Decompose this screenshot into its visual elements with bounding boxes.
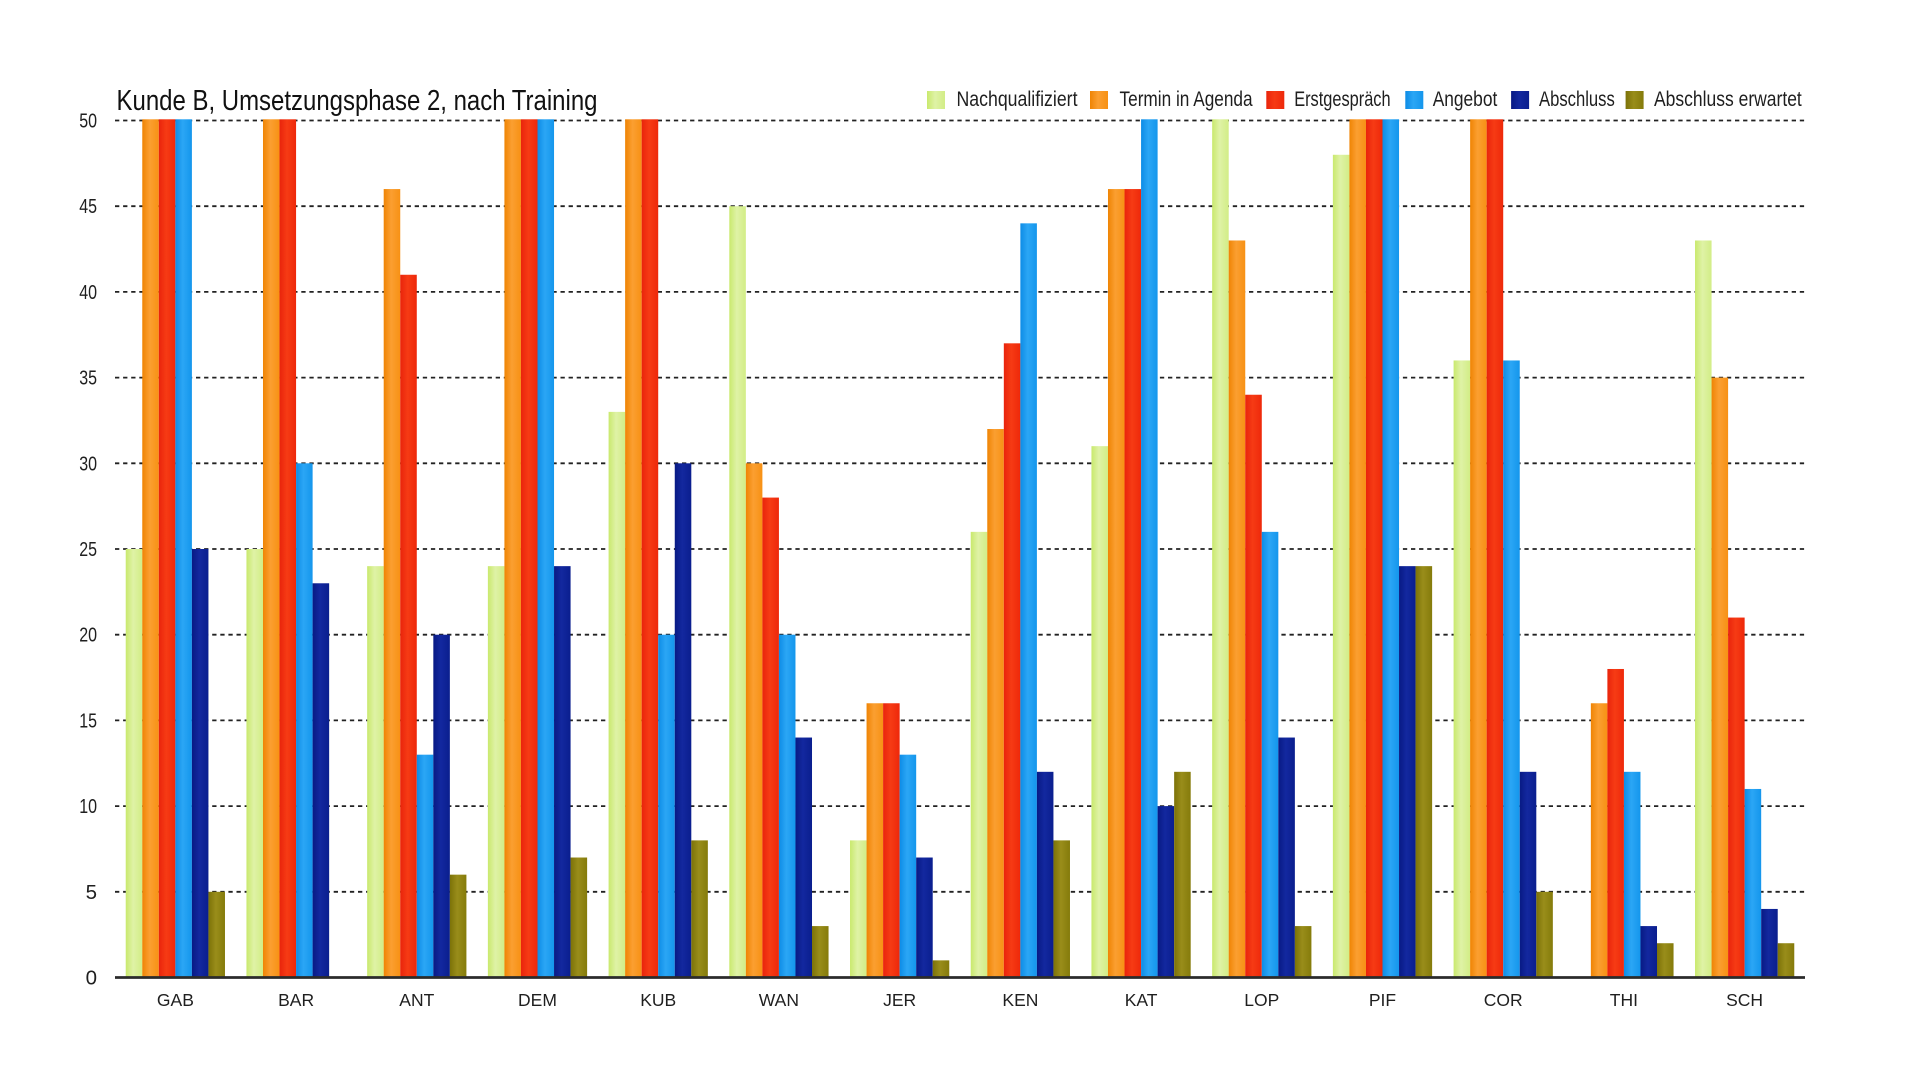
svg-text:Angebot: Angebot — [1433, 88, 1498, 111]
svg-text:40: 40 — [79, 281, 97, 304]
svg-text:45: 45 — [79, 195, 97, 218]
svg-text:30: 30 — [79, 452, 97, 475]
svg-text:0: 0 — [86, 967, 97, 990]
svg-text:PIF: PIF — [1369, 990, 1396, 1010]
svg-text:50: 50 — [79, 110, 97, 133]
svg-text:20: 20 — [79, 624, 97, 647]
svg-text:Termin in Agenda: Termin in Agenda — [1120, 88, 1253, 111]
svg-text:COR: COR — [1484, 990, 1523, 1010]
svg-text:25: 25 — [79, 538, 97, 561]
svg-text:LOP: LOP — [1244, 990, 1279, 1010]
svg-text:KUB: KUB — [640, 990, 676, 1010]
svg-text:35: 35 — [79, 367, 97, 390]
svg-text:KAT: KAT — [1125, 990, 1158, 1010]
svg-text:15: 15 — [79, 709, 97, 732]
svg-text:Nachqualifiziert: Nachqualifiziert — [957, 88, 1078, 111]
svg-text:KEN: KEN — [1002, 990, 1038, 1010]
svg-text:Erstgespräch: Erstgespräch — [1294, 88, 1390, 111]
svg-text:DEM: DEM — [518, 990, 557, 1010]
svg-text:Abschluss erwartet: Abschluss erwartet — [1654, 88, 1802, 111]
svg-text:Abschluss: Abschluss — [1539, 88, 1615, 111]
svg-text:GAB: GAB — [157, 990, 194, 1010]
svg-text:Kunde B, Umsetzungsphase 2, na: Kunde B, Umsetzungsphase 2, nach Trainin… — [117, 85, 598, 117]
svg-text:THI: THI — [1610, 990, 1638, 1010]
svg-text:ANT: ANT — [399, 990, 434, 1010]
svg-text:WAN: WAN — [759, 990, 799, 1010]
svg-text:BAR: BAR — [278, 990, 314, 1010]
svg-text:5: 5 — [86, 881, 97, 904]
svg-text:10: 10 — [79, 795, 97, 818]
svg-text:SCH: SCH — [1726, 990, 1763, 1010]
svg-text:JER: JER — [883, 990, 916, 1010]
